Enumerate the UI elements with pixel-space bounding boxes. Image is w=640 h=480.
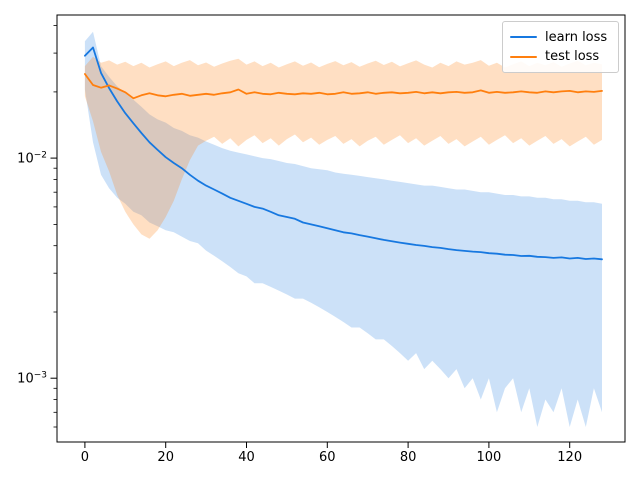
x-tick-label: 60 <box>319 450 336 465</box>
axes-spines <box>56 14 626 443</box>
legend-label-test-loss: test loss <box>545 49 600 65</box>
learn-loss-band <box>84 31 602 428</box>
test-loss-line-sample <box>510 55 537 58</box>
x-tick-label: 120 <box>557 450 582 465</box>
learn-loss-line-sample <box>510 36 537 39</box>
y-tick-label: 10−3 <box>17 371 47 387</box>
x-tick-label: 40 <box>238 450 255 465</box>
test-loss-band <box>84 56 602 239</box>
legend-label-learn-loss: learn loss <box>545 29 608 45</box>
legend-item-learn-loss: learn loss <box>510 31 612 44</box>
learn-loss-line <box>84 46 603 261</box>
y-tick-label: 10−2 <box>17 151 47 167</box>
test-loss-line <box>84 73 603 100</box>
x-tick-label: 100 <box>476 450 501 465</box>
legend: learn loss test loss <box>502 21 619 73</box>
x-tick-label: 80 <box>400 450 417 465</box>
x-tick-label: 0 <box>81 450 89 465</box>
x-tick-label: 20 <box>157 450 174 465</box>
legend-item-test-loss: test loss <box>510 50 612 63</box>
